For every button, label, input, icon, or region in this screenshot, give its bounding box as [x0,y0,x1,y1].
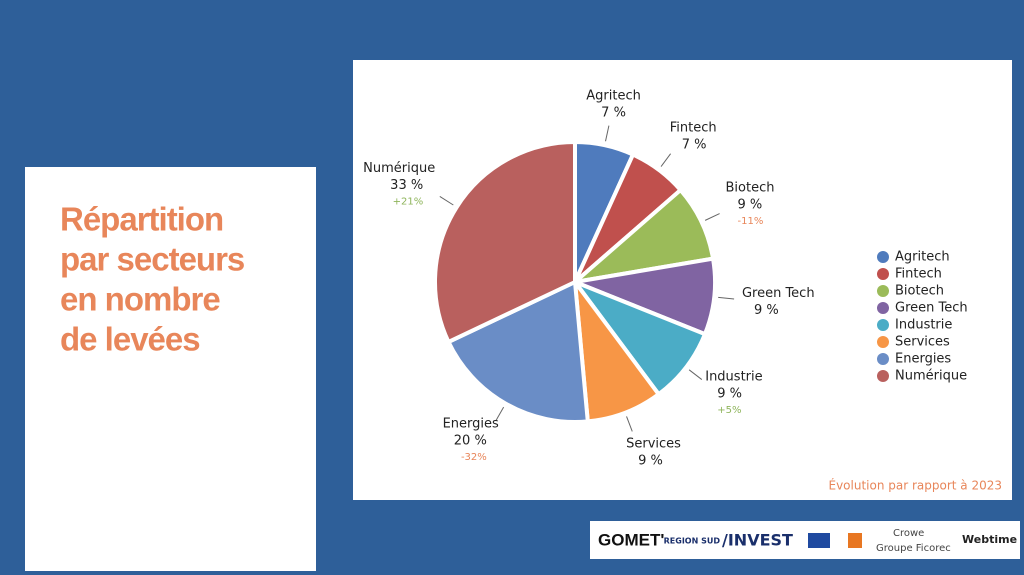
title-line: de levées [60,321,200,358]
logo: /INVEST [722,531,793,550]
logo: REGION SUD [664,537,721,546]
slice-label: Energies [443,417,499,432]
legend-label: Fintech [895,267,942,282]
leader-line [688,369,703,380]
logo: Groupe Ficorec [876,543,951,554]
logo: Webtime [962,533,1017,546]
value-label: 7 % [682,138,707,153]
slice-label: Fintech [670,121,717,136]
pie: Agritech 7 % Fintech 7 % Biotech 9 % -11% Green… [363,89,967,469]
legend-label: Green Tech [895,301,968,316]
value-label: 20 % [454,434,487,449]
legend-label: Biotech [895,284,944,299]
value-label: 7 % [601,106,626,121]
leader-line [660,153,672,167]
change-label: -32% [461,452,487,463]
legend-label: Agritech [895,250,950,265]
leader-line [495,406,505,422]
legend-swatch [877,353,889,365]
title-line: en nombre [60,281,220,318]
logo: Crowe [893,528,924,539]
legend-swatch [877,319,889,331]
legend-label: Services [895,335,950,350]
legend-swatch [877,302,889,314]
legend-label: Numérique [895,369,967,384]
slice-label: Green Tech [742,286,815,301]
legend-label: Industrie [895,318,952,333]
slice [445,278,590,424]
note: Évolution par rapport à 2023 [828,478,1002,493]
slice-label: Agritech [586,89,641,104]
legend-swatch [877,336,889,348]
leader-line [626,416,633,432]
logo: GOMET' [598,530,664,549]
value-label: 33 % [390,178,423,193]
slice-label: Industrie [705,369,762,384]
value-label: 9 % [638,453,663,468]
slice-label: Numérique [363,161,435,176]
change-label: +5% [717,405,741,416]
change-label: -11% [737,216,763,227]
eu-flag [808,533,830,548]
title-line: par secteurs [60,241,244,278]
leader-line [718,296,735,300]
slice [433,139,577,345]
value-label: 9 % [737,198,762,213]
legend-swatch [877,251,889,263]
legend-swatch [877,370,889,382]
legend-label: Energies [895,352,951,367]
region-logo [848,533,862,548]
leader-line [704,213,720,221]
leader-line [605,125,610,142]
legend-swatch [877,285,889,297]
change-label: +21% [393,197,424,208]
title-panel [25,167,316,571]
slice-label: Biotech [725,181,774,196]
value-label: 9 % [754,303,779,318]
logo-bar [590,521,1020,559]
value-label: 9 % [717,386,742,401]
title-line: Répartition [60,201,223,238]
slice-label: Services [626,436,681,451]
legend-swatch [877,268,889,280]
leader-line [439,196,454,206]
